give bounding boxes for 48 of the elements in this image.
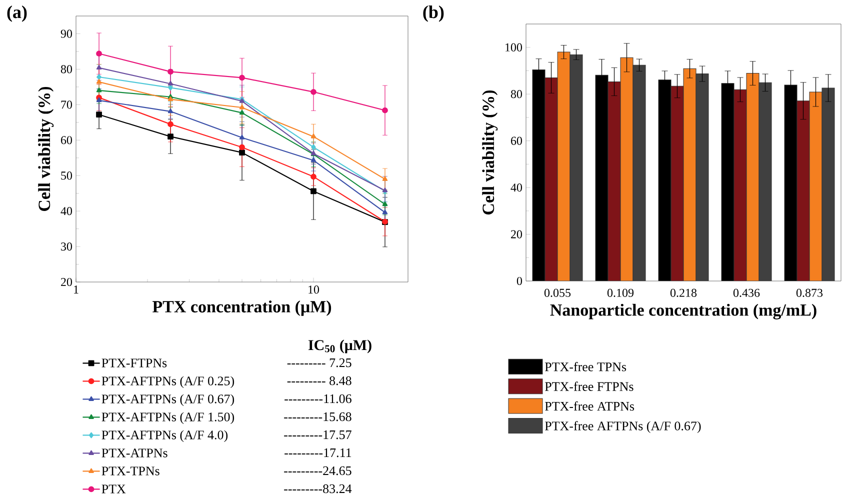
y-tick-label: 100	[506, 43, 522, 52]
x-tick-label: 0.055	[544, 288, 571, 297]
y-axis-title: Cell viability (%)	[38, 86, 54, 211]
text: --------- 8.48	[287, 376, 352, 386]
legend-label: PTX	[102, 484, 126, 494]
x-tick-label: 0.218	[670, 288, 697, 297]
legend-label: PTX-TPNs	[102, 466, 160, 476]
legend-label: PTX-AFTPNs (A/F 0.67)	[102, 394, 234, 406]
x-tick-label: 10	[308, 286, 320, 294]
x-tick-label: 0.109	[607, 288, 634, 297]
x-axis-title: Nanoparticle concentration (mg/mL)	[550, 304, 816, 320]
legend-label: PTX-free ATPNs	[544, 401, 634, 411]
y-tick-label: 30	[61, 242, 72, 251]
text: ---------17.57	[284, 430, 352, 440]
legend-label: PTX-AFTPNs (A/F 0.25)	[102, 376, 234, 388]
y-tick-label: 80	[60, 65, 72, 74]
y-axis-title: Cell viability (%)	[482, 90, 498, 214]
x-tick-label: 0.436	[733, 288, 760, 297]
legend-label: PTX-ATPNs	[102, 448, 168, 458]
text: IC$_{50}$ (μM)	[308, 340, 372, 354]
y-tick-label: 50	[61, 172, 72, 180]
y-tick-label: 60	[510, 136, 522, 145]
y-tick-label: 40	[510, 183, 522, 192]
y-tick-label: 40	[60, 207, 72, 216]
y-tick-label: 0	[516, 276, 522, 286]
y-tick-label: 90	[60, 30, 72, 38]
text: ---------83.24	[284, 484, 352, 494]
legend-label: PTX-free FTPNs	[544, 382, 634, 391]
chart-title: (b)	[423, 6, 444, 22]
y-tick-label: 70	[61, 100, 72, 109]
legend-label: PTX-AFTPNs (A/F 4.0)	[102, 430, 228, 442]
legend-label: PTX-free AFTPNs (A/F 0.67)	[544, 421, 701, 433]
x-axis-title: PTX concentration (μM)	[152, 300, 332, 316]
text: ---------17.11	[284, 448, 352, 458]
text: --------- 7.25	[287, 358, 352, 368]
text: ---------15.68	[284, 412, 352, 422]
y-tick-label: 80	[510, 90, 522, 98]
legend-label: PTX-free TPNs	[544, 362, 626, 372]
legend-label: PTX-AFTPNs (A/F 1.50)	[102, 412, 234, 424]
chart-title: (a)	[7, 6, 27, 22]
y-tick-label: 20	[61, 278, 72, 286]
x-tick-label: 0.873	[796, 288, 823, 297]
text: ---------11.06	[284, 394, 352, 404]
legend-label: PTX-FTPNs	[102, 358, 167, 368]
y-tick-label: 60	[60, 136, 72, 144]
y-tick-label: 20	[511, 230, 522, 238]
text: ---------24.65	[284, 466, 352, 476]
x-tick-label: 1	[74, 286, 78, 294]
